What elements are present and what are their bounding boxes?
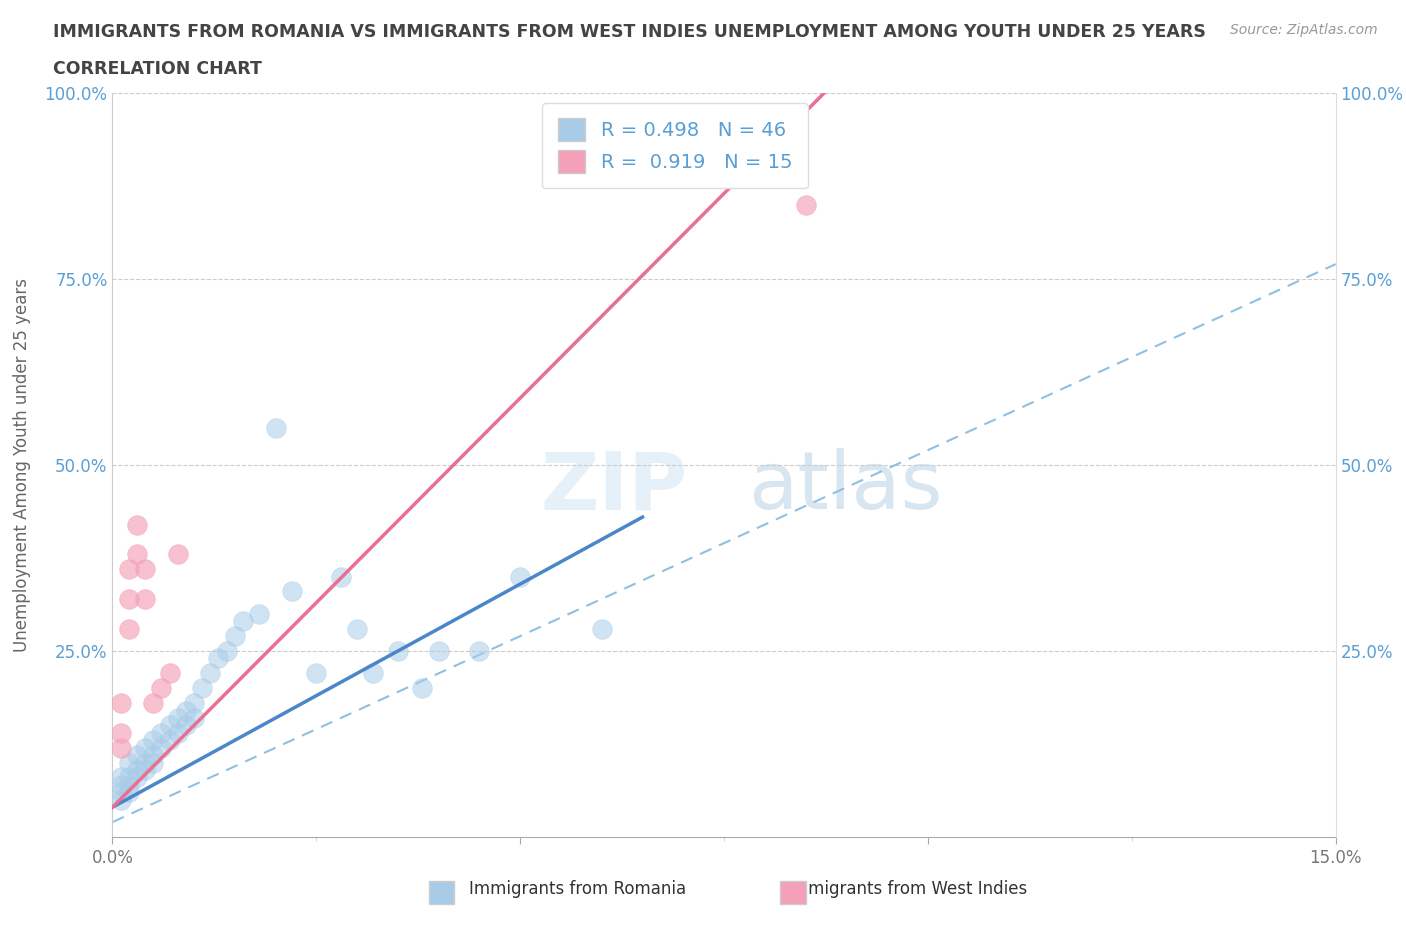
- Point: [118, 777, 141, 792]
- Point: [200, 666, 222, 681]
- Point: [118, 621, 141, 636]
- Y-axis label: Unemployment Among Youth under 25 years: Unemployment Among Youth under 25 years: [13, 278, 31, 652]
- Point: [134, 763, 156, 777]
- Point: [166, 711, 188, 725]
- Point: [794, 197, 817, 212]
- Point: [150, 681, 173, 696]
- Point: [142, 733, 165, 748]
- Text: ZIP: ZIP: [540, 448, 688, 526]
- Point: [509, 569, 531, 584]
- Point: [207, 651, 229, 666]
- Point: [174, 703, 197, 718]
- Point: [224, 629, 246, 644]
- Point: [110, 785, 132, 800]
- Point: [110, 740, 132, 755]
- Point: [118, 770, 141, 785]
- Text: atlas: atlas: [748, 448, 943, 526]
- Text: IMMIGRANTS FROM ROMANIA VS IMMIGRANTS FROM WEST INDIES UNEMPLOYMENT AMONG YOUTH : IMMIGRANTS FROM ROMANIA VS IMMIGRANTS FR…: [53, 23, 1206, 41]
- Legend: R = 0.498   N = 46, R =  0.919   N = 15: R = 0.498 N = 46, R = 0.919 N = 15: [543, 102, 808, 189]
- Point: [150, 725, 173, 740]
- Point: [166, 547, 188, 562]
- Point: [183, 696, 205, 711]
- Point: [134, 755, 156, 770]
- Point: [247, 606, 270, 621]
- Point: [427, 644, 450, 658]
- Text: Immigrants from West Indies: Immigrants from West Indies: [787, 880, 1028, 898]
- Point: [166, 725, 188, 740]
- Point: [183, 711, 205, 725]
- Text: Immigrants from Romania: Immigrants from Romania: [468, 880, 686, 898]
- Point: [125, 547, 148, 562]
- Point: [118, 591, 141, 606]
- Point: [174, 718, 197, 733]
- Point: [411, 681, 433, 696]
- Point: [142, 696, 165, 711]
- Point: [159, 718, 181, 733]
- Point: [142, 755, 165, 770]
- Point: [110, 725, 132, 740]
- Point: [215, 644, 238, 658]
- Point: [110, 770, 132, 785]
- Point: [346, 621, 368, 636]
- Point: [125, 770, 148, 785]
- Point: [150, 740, 173, 755]
- Point: [125, 517, 148, 532]
- Point: [264, 420, 287, 435]
- Point: [118, 755, 141, 770]
- Point: [159, 733, 181, 748]
- Point: [118, 562, 141, 577]
- Point: [387, 644, 409, 658]
- Point: [142, 748, 165, 763]
- Point: [110, 792, 132, 807]
- Point: [591, 621, 613, 636]
- Point: [281, 584, 304, 599]
- Point: [232, 614, 254, 629]
- Point: [125, 763, 148, 777]
- Point: [363, 666, 385, 681]
- Text: Source: ZipAtlas.com: Source: ZipAtlas.com: [1230, 23, 1378, 37]
- Point: [191, 681, 214, 696]
- Point: [305, 666, 328, 681]
- Text: CORRELATION CHART: CORRELATION CHART: [53, 60, 263, 78]
- Point: [159, 666, 181, 681]
- Point: [110, 777, 132, 792]
- Point: [329, 569, 352, 584]
- Point: [468, 644, 491, 658]
- Point: [110, 696, 132, 711]
- Point: [125, 748, 148, 763]
- Point: [134, 562, 156, 577]
- Point: [118, 785, 141, 800]
- Point: [134, 591, 156, 606]
- Point: [134, 740, 156, 755]
